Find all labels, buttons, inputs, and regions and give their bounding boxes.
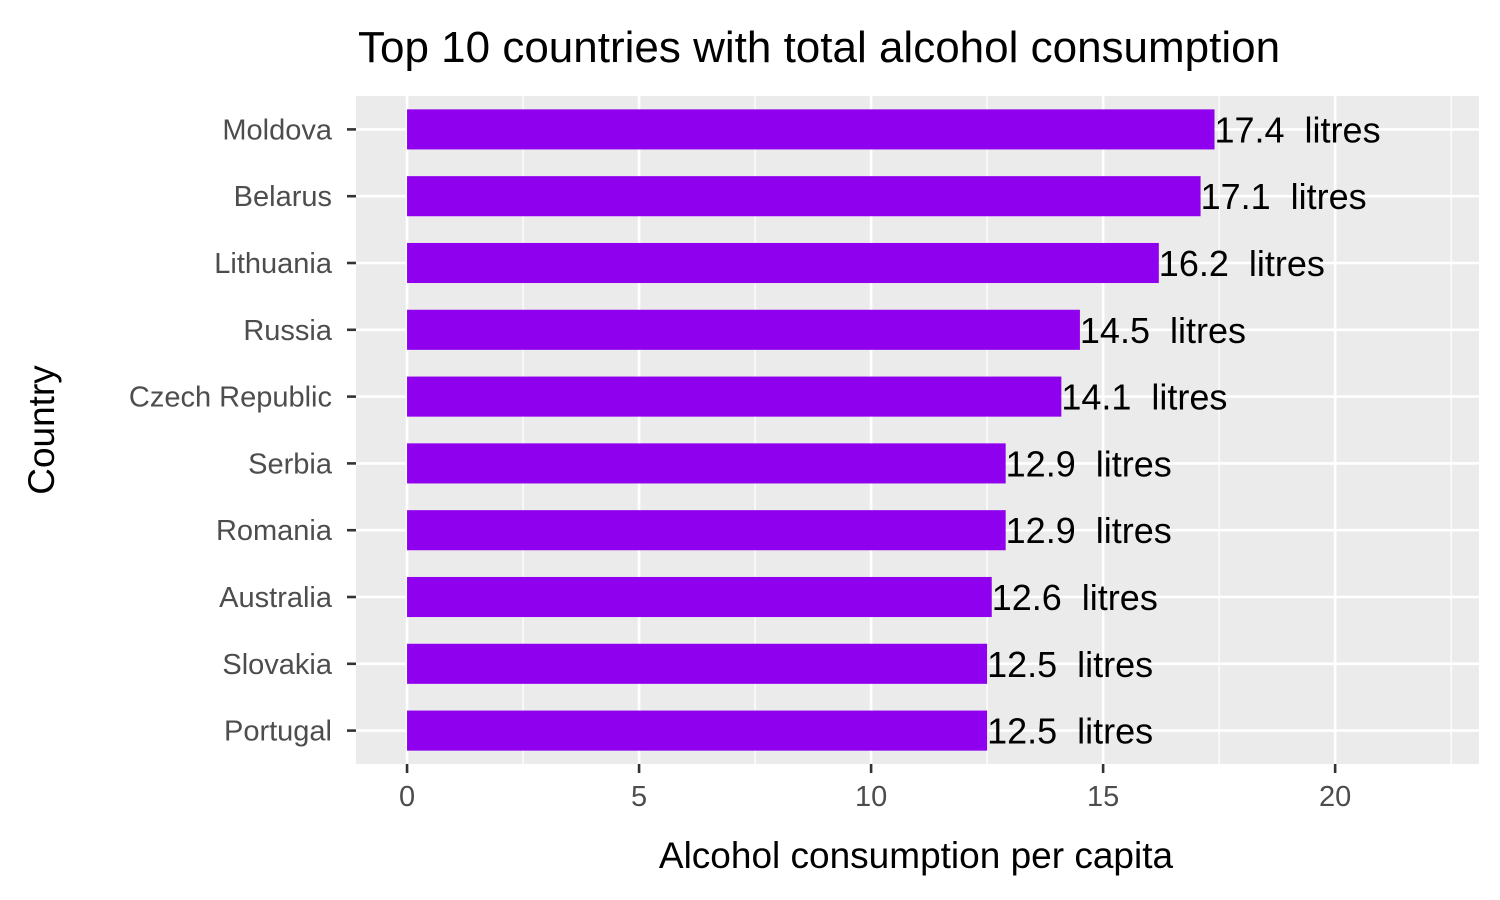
bar [407,576,992,618]
data-label: 12.9 litres [1006,443,1172,484]
y-axis-title: Country [21,365,62,495]
y-tick-label: Serbia [248,448,333,480]
x-tick-label: 5 [631,781,647,813]
bar [407,176,1201,217]
y-tick-label: Czech Republic [129,382,332,414]
y-tick-label: Slovakia [222,649,332,681]
x-axis-title: Alcohol consumption per capita [659,835,1174,876]
bar [407,242,1159,284]
y-tick-label: Belarus [234,181,332,213]
x-tick-label: 0 [399,781,415,813]
bars [407,109,1215,751]
x-tick-label: 20 [1319,781,1351,813]
data-label: 12.5 litres [987,711,1153,752]
data-label: 12.6 litres [992,577,1158,618]
x-axis: 0 5 10 15 20 [399,764,1351,813]
y-tick-label: Portugal [224,716,332,748]
data-label: 14.1 litres [1061,377,1227,418]
data-label: 12.5 litres [987,644,1153,685]
y-tick-label: Moldova [222,114,332,146]
data-label: 14.5 litres [1080,310,1246,351]
y-axis: Moldova Belarus Lithuania Russia Czech Repub… [129,114,356,748]
data-label: 17.4 litres [1214,109,1380,150]
bar [407,376,1062,417]
x-tick-label: 15 [1087,781,1119,813]
y-tick-label: Lithuania [214,248,333,280]
y-tick-label: Romania [216,515,333,547]
bar [407,309,1080,350]
bar [407,443,1006,484]
y-tick-label: Russia [243,315,333,347]
bar [407,710,988,751]
x-tick-label: 10 [855,781,887,813]
bar [407,643,988,684]
y-tick-label: Australia [219,582,333,614]
chart-title: Top 10 countries with total alcohol cons… [358,23,1280,72]
bar [407,510,1006,551]
data-labels: 17.4 litres 17.1 litres 16.2 litres 14.5 li… [987,109,1380,751]
data-label: 17.1 litres [1201,176,1367,217]
data-label: 16.2 litres [1159,243,1325,284]
data-label: 12.9 litres [1006,510,1172,551]
bar [407,109,1215,150]
